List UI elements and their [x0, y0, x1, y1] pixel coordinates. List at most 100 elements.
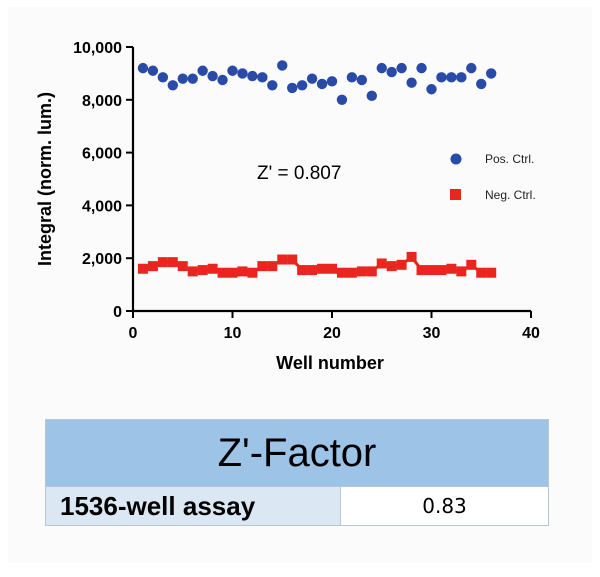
y-tick-label: 4,000: [82, 198, 122, 215]
data-point-neg: [327, 263, 337, 274]
data-point-pos: [486, 68, 497, 79]
data-point-pos: [386, 66, 397, 78]
data-point-pos: [157, 72, 169, 83]
legend-pos-marker: [450, 153, 462, 165]
data-point-pos: [257, 72, 268, 83]
data-point-neg: [247, 267, 258, 278]
y-tick-label: 10,000: [73, 40, 122, 57]
axis-lines: [131, 47, 531, 313]
y-tick-label: 0: [113, 304, 122, 321]
legend-pos-label: Pos. Ctrl.: [485, 152, 534, 166]
z-factor-table: Z'-Factor 1536-well assay 0.83: [45, 419, 549, 526]
legend: Pos. Ctrl. Neg. Ctrl.: [450, 152, 536, 202]
x-tick-label: 30: [423, 325, 441, 342]
data-point-pos: [177, 73, 188, 84]
data-point-pos: [366, 90, 377, 102]
data-point-neg: [207, 263, 218, 274]
data-point-neg: [187, 266, 198, 277]
x-tick-label: 10: [224, 325, 242, 342]
data-point-neg: [366, 266, 377, 277]
data-point-neg: [217, 267, 228, 278]
series-pos-ctrl: [137, 60, 497, 106]
table-title: Z'-Factor: [45, 419, 549, 487]
data-point-neg: [297, 265, 308, 276]
data-point-neg: [386, 261, 397, 272]
data-point-pos: [237, 68, 248, 79]
data-point-neg: [167, 257, 178, 268]
data-point-pos: [217, 74, 228, 86]
data-point-pos: [446, 72, 457, 83]
data-point-pos: [267, 80, 278, 91]
x-tick-label: 0: [129, 325, 138, 342]
y-tick-label: 6,000: [82, 146, 122, 163]
data-point-neg: [456, 266, 467, 277]
data-point-neg: [426, 265, 437, 276]
data-point-pos: [466, 62, 477, 74]
data-point-neg: [476, 267, 487, 278]
legend-neg-label: Neg. Ctrl.: [485, 188, 536, 202]
data-point-pos: [476, 78, 487, 90]
data-point-neg: [157, 257, 168, 268]
x-tick-label: 40: [522, 325, 540, 342]
data-point-neg: [307, 265, 318, 276]
data-point-pos: [456, 72, 467, 83]
data-point-neg: [287, 254, 298, 265]
data-point-neg: [436, 265, 447, 276]
scatter-chart: 0 2,000 4,000 6,000 8,000 10,000 0 10 20 30 40 In…: [35, 40, 540, 373]
data-point-pos: [287, 82, 298, 94]
assay-value: 0.83: [340, 486, 549, 526]
data-point-pos: [227, 65, 238, 76]
data-point-pos: [277, 60, 288, 71]
data-point-pos: [167, 80, 178, 91]
data-point-neg: [466, 259, 477, 270]
y-axis-ticks: 0 2,000 4,000 6,000 8,000 10,000: [73, 40, 133, 321]
table-header-row: Z'-Factor: [45, 419, 549, 487]
legend-neg-marker: [450, 189, 461, 200]
data-point-pos: [356, 74, 368, 86]
data-point-pos: [207, 70, 218, 82]
x-axis-title: Well number: [276, 353, 384, 373]
data-point-neg: [147, 261, 158, 272]
data-point-neg: [446, 263, 457, 274]
data-point-neg: [237, 266, 248, 277]
data-point-pos: [406, 77, 417, 88]
data-point-neg: [406, 251, 417, 262]
data-point-pos: [416, 62, 427, 74]
data-point-pos: [197, 65, 208, 76]
y-tick-label: 2,000: [82, 251, 122, 268]
data-point-pos: [187, 73, 198, 84]
data-point-neg: [416, 265, 427, 276]
data-point-pos: [296, 80, 308, 91]
data-point-neg: [227, 267, 238, 278]
data-point-neg: [486, 267, 497, 278]
data-point-neg: [376, 258, 387, 269]
data-point-pos: [247, 70, 258, 82]
data-point-neg: [396, 259, 407, 270]
data-point-pos: [436, 72, 447, 83]
figure-panel: 0 2,000 4,000 6,000 8,000 10,000 0 10 20 30 40 In…: [8, 7, 592, 563]
data-point-pos: [346, 72, 358, 83]
x-tick-label: 20: [323, 325, 341, 342]
z-prime-annotation: Z' = 0.807: [257, 163, 341, 184]
data-point-pos: [396, 62, 407, 74]
data-point-pos: [306, 73, 318, 84]
data-point-neg: [336, 267, 347, 278]
data-point-pos: [426, 84, 437, 95]
data-point-neg: [277, 254, 288, 265]
data-point-neg: [197, 265, 208, 276]
data-point-neg: [346, 267, 357, 278]
data-point-pos: [336, 94, 348, 106]
data-point-neg: [356, 266, 367, 277]
data-point-neg: [257, 261, 268, 272]
y-axis-title: Integral (norm. lum.): [35, 92, 55, 266]
data-point-neg: [177, 261, 188, 272]
series-neg-ctrl: [137, 251, 497, 278]
assay-label: 1536-well assay: [45, 486, 341, 526]
data-point-pos: [137, 62, 149, 74]
data-point-pos: [326, 76, 338, 87]
data-point-pos: [316, 78, 328, 90]
data-point-neg: [137, 263, 148, 274]
table-row: 1536-well assay 0.83: [45, 486, 549, 526]
data-point-pos: [376, 62, 387, 74]
data-point-pos: [147, 65, 159, 76]
